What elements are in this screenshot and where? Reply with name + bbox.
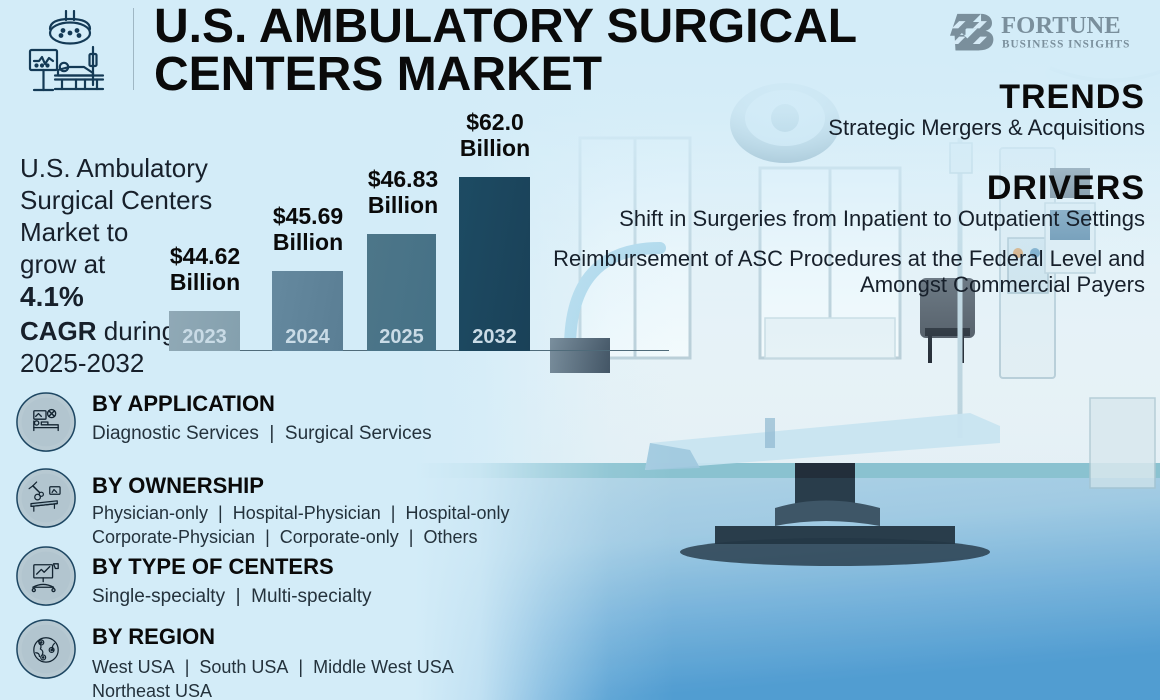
svg-text:BUSINESS INSIGHTS: BUSINESS INSIGHTS — [1002, 39, 1130, 51]
svg-text:FORTUNE: FORTUNE — [1001, 12, 1121, 39]
